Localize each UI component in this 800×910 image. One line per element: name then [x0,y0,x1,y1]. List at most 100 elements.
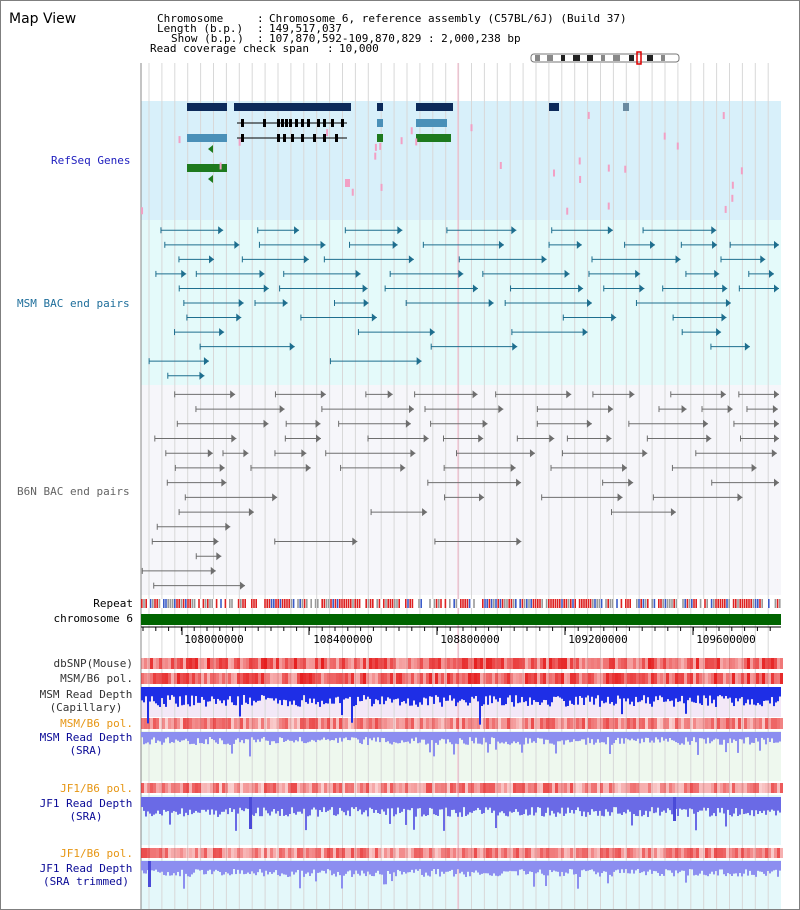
depth-jf1-trimmed-bar [591,861,593,870]
depth-capillary-bar [683,687,685,704]
polymorphism-cell [735,673,738,684]
depth-jf1-trimmed-bar [349,861,351,871]
polymorphism-cell [336,718,339,729]
polymorphism-cell [219,658,222,669]
polymorphism-cell [771,848,774,858]
polymorphism-cell [378,658,381,669]
polymorphism-cell [591,673,594,684]
depth-jf1-bar [695,797,697,831]
polymorphism-cell [693,783,696,793]
polymorphism-cell [744,718,747,729]
track-label-refseq[interactable]: RefSeq Genes [51,154,131,167]
polymorphism-cell [222,658,225,669]
ideogram-marker [636,51,642,65]
depth-capillary-bar [355,687,357,706]
depth-capillary-bar [329,687,331,699]
depth-jf1-trimmed-bar [723,861,725,875]
polymorphism-cell [561,718,564,729]
polymorphism-cell [555,848,558,858]
polymorphism-cell [756,658,759,669]
track-label-dbsnp: dbSNP(Mouse) [53,657,133,670]
polymorphism-cell [501,658,504,669]
repeat-segment [352,599,354,608]
depth-jf1-trimmed-bar [611,861,613,877]
polymorphism-cell [480,783,483,793]
msm-bac-pair-arrow [392,240,398,249]
repeat-segment [378,599,381,608]
depth-jf1-trimmed-bar [631,861,633,870]
polymorphism-cell [474,658,477,669]
track-label-msm-depth-sra: MSM Read Depth [39,731,133,744]
depth-jf1-bar [223,797,225,812]
depth-capillary-bar [663,687,665,702]
track-label-b6n-bac[interactable]: B6N BAC end pairs [17,485,130,498]
track-label-msm-bac[interactable]: MSM BAC end pairs [17,297,130,310]
depth-sra-bar [729,732,731,739]
depth-jf1-trimmed-bar [297,861,299,870]
repeat-segment [358,599,361,608]
depth-jf1-trimmed-bar [711,861,713,872]
repeat-segment [721,599,724,608]
polymorphism-cell [714,673,717,684]
polymorphism-cell [507,718,510,729]
polymorphism-cell [726,783,729,793]
depth-sra-bar [605,732,607,745]
depth-jf1-bar [593,797,595,812]
depth-capillary-bar [199,687,201,703]
repeat-segment [658,599,660,608]
polymorphism-cell [177,848,180,858]
repeat-segment [402,599,405,608]
b6n-bac-pair-arrow [751,463,757,472]
polymorphism-cell [615,783,618,793]
depth-jf1-bar [393,797,395,817]
depth-sra-bar [687,732,689,742]
polymorphism-cell [264,848,267,858]
depth-sra-bar [311,732,313,740]
polymorphism-cell [705,783,708,793]
b6n-bac-pair-arrow [529,449,535,458]
polymorphism-cell [597,718,600,729]
depth-jf1-bar [273,797,275,810]
repeat-segment [772,599,774,608]
depth-jf1-trimmed-bar [497,861,499,877]
polymorphism-cell [183,673,186,684]
polymorphism-cell [345,673,348,684]
depth-capillary-bar [643,687,645,696]
polymorphism-cell [576,658,579,669]
depth-capillary-bar [667,687,669,700]
polymorphism-cell [768,658,771,669]
polymorphism-cell [579,718,582,729]
ideogram-band [647,55,653,61]
polymorphism-cell [162,783,165,793]
depth-capillary-bar [705,687,707,699]
depth-capillary-bar [711,687,713,704]
msm-bac-pair-arrow [586,299,592,307]
depth-jf1-bar [157,797,159,811]
depth-jf1-bar [315,797,317,810]
repeat-segment [699,599,702,608]
polymorphism-cell [771,783,774,793]
polymorphism-cell [429,848,432,858]
polymorphism-cell [699,673,702,684]
depth-capillary-bar [695,687,697,703]
repeat-segment [627,599,629,608]
polymorphism-cell [429,718,432,729]
polymorphism-cell [525,848,528,858]
depth-jf1-trimmed-bar [689,861,691,870]
depth-jf1-bar [253,797,255,816]
polymorphism-cell [540,658,543,669]
depth-jf1-bar [449,797,451,817]
polymorphism-cell [696,718,699,729]
repeat-segment [552,599,554,608]
depth-sra-bar [307,732,309,743]
polymorphism-cell [558,658,561,669]
depth-jf1-trimmed-bar [151,861,153,871]
depth-jf1-bar [427,797,429,816]
polymorphism-cell [180,848,183,858]
depth-jf1-bar [361,797,363,815]
depth-jf1-bar [603,797,605,817]
repeat-segment [510,599,513,608]
depth-capillary-bar [603,687,605,704]
depth-capillary-bar [689,687,691,698]
repeat-segment [578,599,581,608]
